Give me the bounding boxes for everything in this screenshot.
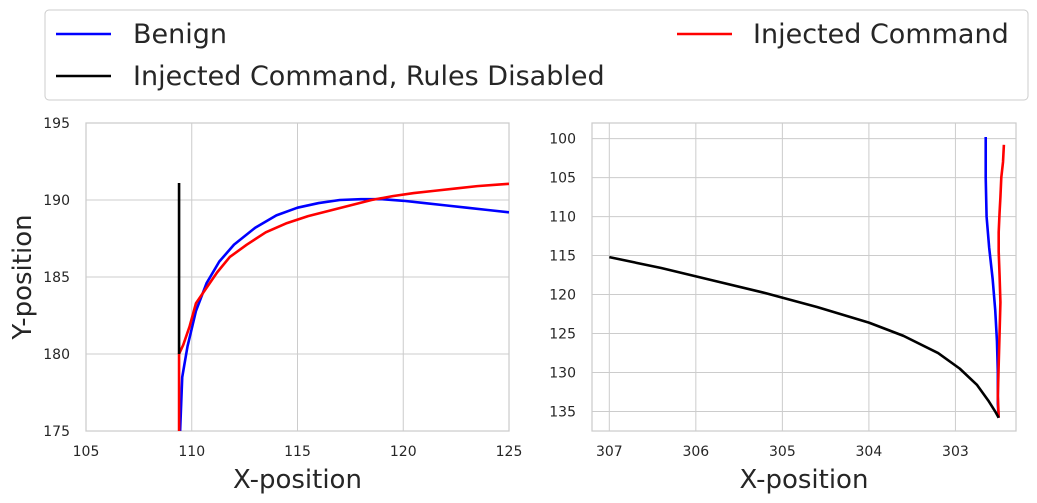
left-y-tick-label: 190: [43, 193, 70, 209]
right-y-tick-label: 110: [549, 210, 576, 226]
left-series-benign: [178, 197, 509, 431]
right-series-injected-command: [996, 144, 1006, 418]
right-x-tick-label: 304: [856, 444, 883, 460]
left-y-tick-label: 180: [43, 347, 70, 363]
left-series-injected-command: [177, 182, 509, 431]
legend-label-rules-disabled: Injected Command, Rules Disabled: [133, 61, 605, 92]
left-plot: 105 110 115 120 125 175 180 185 190 195 X-positio…: [8, 116, 522, 495]
right-series: [609, 137, 1006, 419]
left-y-tick-label: 175: [43, 424, 70, 440]
left-y-tick-label: 185: [43, 270, 70, 286]
left-x-tick-label: 120: [390, 444, 417, 460]
left-x-tick-label: 105: [73, 444, 100, 460]
right-plot-area: [591, 122, 1017, 432]
left-x-tick-label: 125: [496, 444, 523, 460]
left-y-tick-label: 195: [43, 116, 70, 132]
legend: Benign Injected Command Injected Command…: [44, 9, 1029, 101]
left-gridlines: [85, 122, 510, 432]
left-x-tick-label: 110: [178, 444, 205, 460]
right-y-tick-label: 135: [549, 405, 576, 421]
legend-frame: [44, 9, 1029, 101]
left-y-axis-label: Y-position: [8, 214, 38, 340]
right-x-tick-label: 307: [596, 444, 623, 460]
right-x-tick-label: 306: [682, 444, 709, 460]
right-x-tick-label: 305: [769, 444, 796, 460]
right-tick-labels: 307 306 305 304 303 100 105 110 115 120 125 130 135: [549, 132, 969, 460]
right-y-tick-label: 130: [549, 366, 576, 382]
legend-label-benign: Benign: [133, 19, 227, 50]
right-x-axis-label: X-position: [740, 465, 869, 495]
right-plot: 307 306 305 304 303100105110115120125130135 …: [549, 122, 1017, 495]
right-y-tick-label: 105: [549, 171, 576, 187]
right-y-tick-label: 115: [549, 249, 576, 265]
right-y-tick-label: 100: [549, 132, 576, 148]
right-series-injected-command-rules-disabled: [609, 255, 1000, 419]
right-gridlines: [592, 123, 1016, 431]
left-series: [177, 182, 509, 431]
left-tick-labels: 105 110 115 120 125 175 180 185 190 195: [43, 116, 522, 460]
right-y-tick-label: 125: [549, 327, 576, 343]
legend-label-injected-command: Injected Command: [753, 19, 1009, 50]
left-x-tick-label: 115: [284, 444, 311, 460]
right-y-tick-label: 120: [549, 288, 576, 304]
left-x-axis-label: X-position: [233, 465, 362, 495]
right-x-tick-label: 303: [942, 444, 969, 460]
